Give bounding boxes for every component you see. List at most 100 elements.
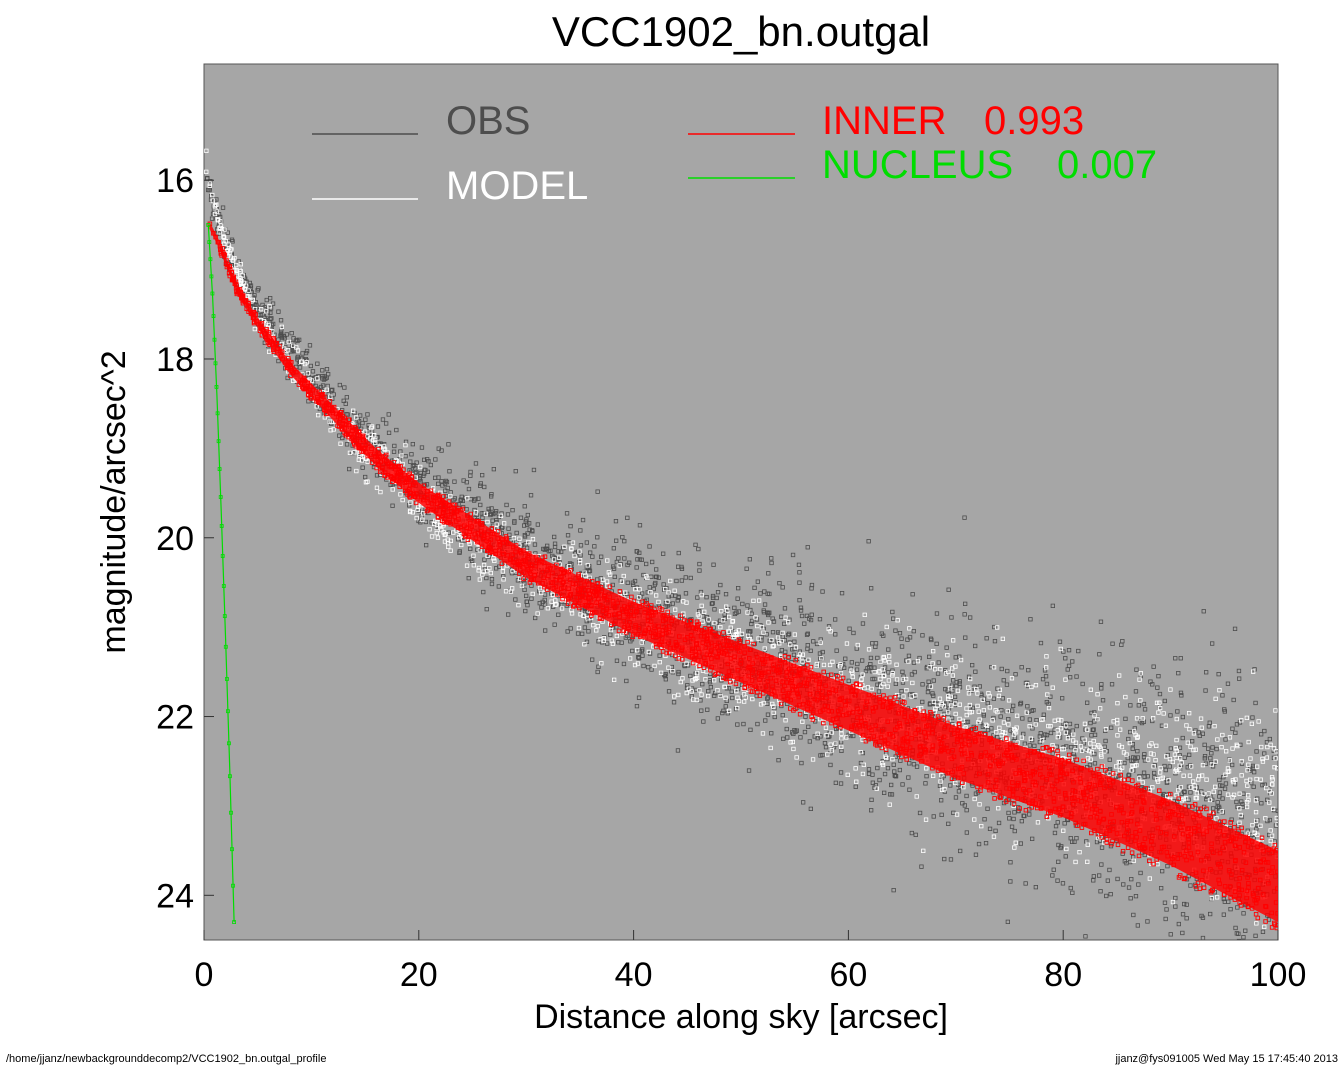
model-point [448,548,453,553]
model-point [668,578,673,584]
model-point [1147,743,1152,748]
obs-point [578,528,583,533]
obs-point [671,700,677,705]
obs-point [784,726,789,732]
obs-point [794,728,799,733]
inner-point [951,754,957,760]
model-point [658,670,664,675]
obs-point [414,460,419,465]
inner-point [467,529,472,534]
obs-point [1005,919,1010,924]
obs-point [568,626,573,631]
inner-point [323,402,329,408]
model-point [1269,775,1275,780]
model-point [1134,763,1139,768]
obs-point [1230,726,1235,731]
obs-point [823,745,829,750]
model-point [328,428,333,433]
model-point [1212,724,1217,729]
model-point [826,626,831,632]
obs-point [900,782,905,787]
model-point [1014,713,1020,718]
obs-point [1184,902,1189,907]
model-point [881,674,886,679]
obs-point [1092,719,1097,724]
obs-point [493,566,499,571]
obs-point [882,790,887,795]
model-point [315,412,321,418]
obs-point [524,599,529,604]
obs-point [993,828,998,833]
obs-point [715,590,721,595]
obs-point [1223,737,1228,742]
obs-point [523,542,528,547]
obs-point [1177,753,1182,758]
model-point [886,678,891,683]
inner-point [1071,779,1076,785]
model-point [1124,752,1129,757]
model-point [996,693,1002,698]
obs-point [1105,878,1110,883]
model-point [1168,687,1173,692]
model-point [987,705,992,710]
obs-point [1054,744,1059,749]
obs-point [744,566,749,571]
inner-point [1020,797,1026,802]
model-point [663,587,668,592]
obs-point [1109,725,1114,730]
obs-point [622,556,627,561]
obs-point [906,775,911,780]
model-point [1014,725,1019,730]
inner-point [1109,841,1114,847]
obs-point [1180,930,1185,936]
obs-point [935,671,941,676]
obs-point [676,669,681,675]
model-point [700,619,705,624]
obs-point [851,733,856,739]
inner-point [1124,830,1129,836]
inner-point [1186,845,1192,850]
obs-point [802,729,808,735]
model-point [927,665,932,670]
model-point [943,671,949,676]
model-point [598,637,603,642]
obs-point [1206,746,1211,751]
obs-point [1136,882,1141,887]
obs-point [584,540,589,545]
obs-point [1063,854,1068,859]
obs-point [1056,859,1061,864]
obs-point [989,665,994,670]
model-point [951,638,956,643]
inner-point [965,756,971,762]
model-point [1225,766,1231,771]
obs-point [1267,832,1272,838]
obs-point [342,385,347,390]
obs-point [466,486,472,492]
model-point [1082,737,1087,742]
model-point [769,637,774,643]
inner-point [958,747,964,753]
model-point [666,665,671,670]
model-point [1244,804,1250,810]
obs-point [452,479,457,484]
inner-point [1107,777,1112,783]
obs-point [1175,709,1180,714]
obs-point [505,512,511,517]
obs-point [805,631,810,636]
model-point [517,536,522,541]
obs-point [510,507,515,513]
obs-point [386,412,391,417]
inner-point [824,695,830,701]
model-point [1230,795,1235,800]
obs-point [1061,649,1066,654]
obs-point [410,463,416,469]
obs-point [264,297,269,303]
model-point [975,703,980,709]
inner-point [941,715,947,721]
model-point [1253,798,1259,803]
inner-point [571,604,576,609]
obs-point [969,688,974,693]
model-point [1012,845,1017,850]
obs-point [539,605,544,610]
obs-point [1099,862,1104,867]
